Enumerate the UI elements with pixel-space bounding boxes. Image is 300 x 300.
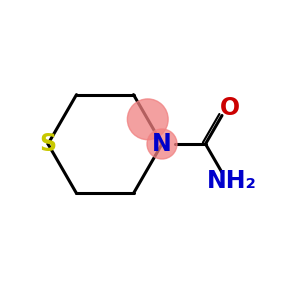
Text: O: O [219,96,240,120]
Circle shape [128,99,168,140]
Text: S: S [39,132,57,156]
Circle shape [147,129,177,159]
Text: NH₂: NH₂ [207,169,256,194]
Text: N: N [152,132,172,156]
